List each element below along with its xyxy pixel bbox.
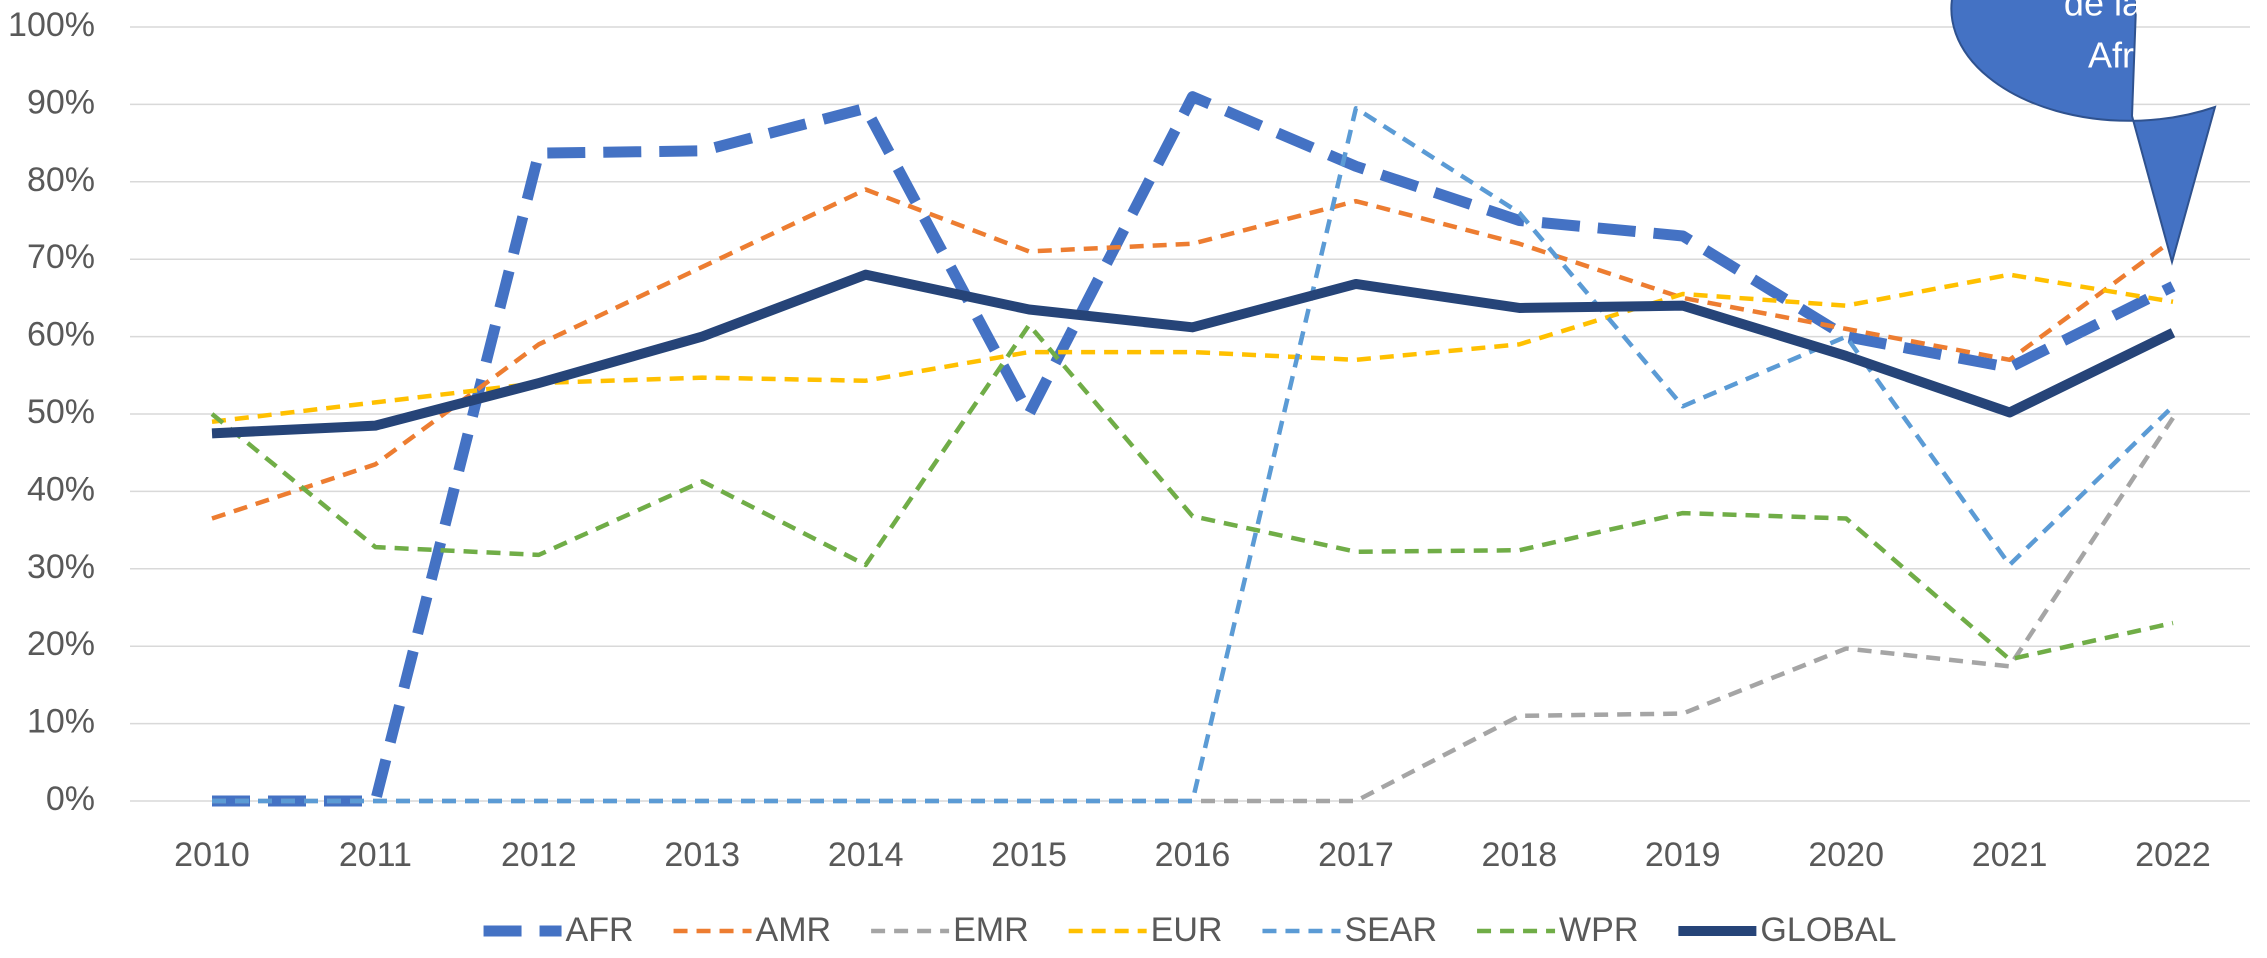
grid: 0% 10% 20% 30% 40% 50% 60% 70% 80% 90% 100% 2010 201… <box>8 6 2250 874</box>
y-tick-label: 70% <box>27 238 95 276</box>
y-tick-label: 90% <box>27 83 95 121</box>
x-tick-label: 2012 <box>501 836 577 874</box>
series-line <box>211 187 2175 521</box>
y-tick-label: 80% <box>27 161 95 199</box>
series-line <box>211 269 2176 439</box>
callout: de la région Africaine <box>1950 0 2252 266</box>
annotation: Africaine <box>2088 35 2228 76</box>
x-tick-label: 2022 <box>2135 836 2211 874</box>
callout-bubble <box>1950 0 2217 266</box>
y-tick-label: 0% <box>46 780 95 818</box>
x-tick-label: 2013 <box>664 836 740 874</box>
x-tick-label: 2020 <box>1808 836 1884 874</box>
x-tick-label: 2018 <box>1482 836 1558 874</box>
y-tick-label: 50% <box>27 393 95 431</box>
legend: AFR AMR EMR EUR SEAR WPR GLOBAL <box>483 911 1896 949</box>
y-tick-label: 40% <box>27 470 95 508</box>
legend-label: AMR <box>756 911 832 949</box>
legend-label: SEAR <box>1344 911 1437 949</box>
x-tick-label: 2019 <box>1645 836 1721 874</box>
y-tick-label: 20% <box>27 625 95 663</box>
legend-label: GLOBAL <box>1760 911 1896 949</box>
series-line <box>210 322 2174 662</box>
series-line <box>212 416 2175 804</box>
y-tick-label: 100% <box>8 6 95 44</box>
x-tick-label: 2014 <box>828 836 904 874</box>
legend-label: WPR <box>1559 911 1638 949</box>
legend-label: EUR <box>1151 911 1223 949</box>
legend-label: EMR <box>953 911 1029 949</box>
y-tick-label: 60% <box>27 316 95 354</box>
x-tick-label: 2010 <box>174 836 250 874</box>
x-tick-label: 2017 <box>1318 836 1394 874</box>
x-tick-label: 2011 <box>339 836 412 874</box>
series-line <box>212 91 2176 807</box>
legend-label: AFR <box>566 911 634 949</box>
series-line <box>212 106 2175 804</box>
y-tick-label: 30% <box>27 548 95 586</box>
x-tick-label: 2021 <box>1972 836 2048 874</box>
x-tick-label: 2016 <box>1155 836 1231 874</box>
x-tick-label: 2015 <box>991 836 1067 874</box>
annotation: de la région <box>2064 0 2252 24</box>
lines <box>210 91 2176 807</box>
y-tick-label: 10% <box>27 703 95 741</box>
